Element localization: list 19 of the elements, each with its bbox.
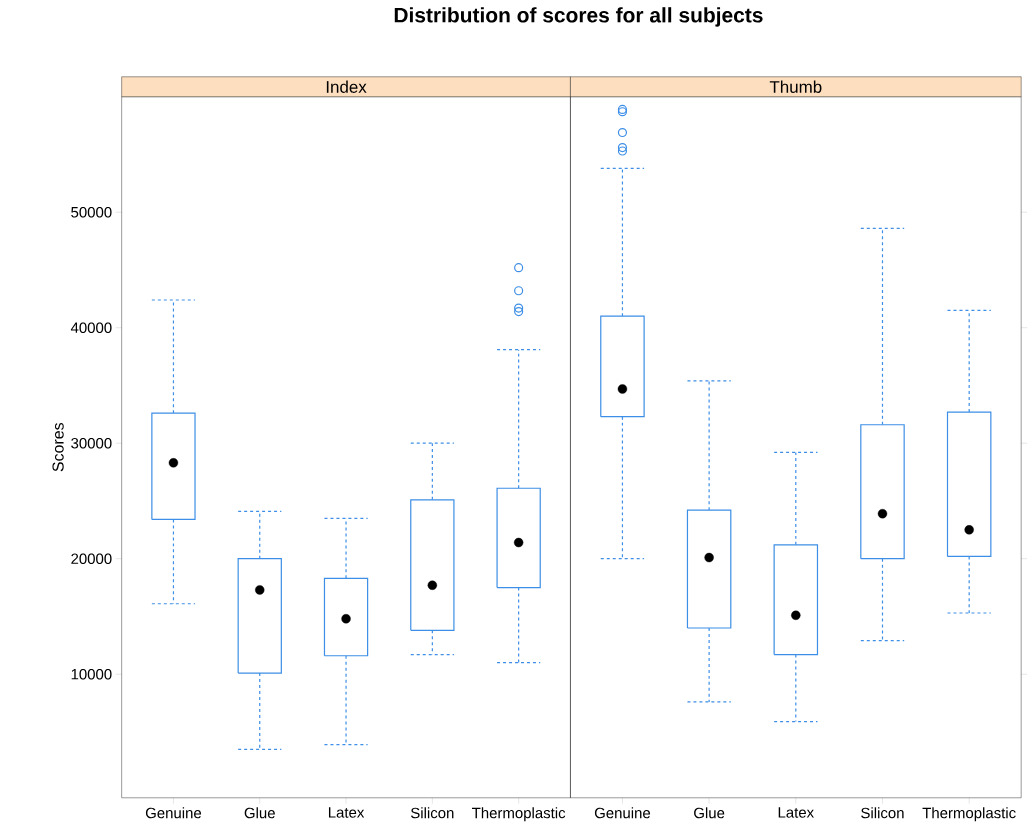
x-tick-label: Genuine	[145, 807, 202, 819]
y-tick-label: 20000	[71, 553, 112, 565]
x-tick-label: Latex	[778, 807, 814, 818]
x-tick-label: Glue	[244, 807, 275, 819]
chart-title: Distribution of scores for all subjects	[394, 7, 763, 27]
y-tick-label: 50000	[71, 207, 112, 218]
chart-subtitle: Index	[326, 80, 367, 94]
y-tick-label: 30000	[71, 438, 112, 449]
x-tick-label: Silicon	[861, 807, 904, 819]
x-tick-label: Genuine	[594, 807, 651, 819]
chart-subtitle: Thumb	[769, 80, 822, 94]
x-tick-label: Silicon	[410, 807, 454, 819]
y-axis-title: Scores	[52, 423, 64, 472]
x-tick-label: Thermoplastic	[472, 807, 566, 822]
x-tick-label: Glue	[694, 807, 725, 819]
x-tick-label: Thermoplastic	[922, 807, 1016, 822]
y-tick-label: 10000	[71, 669, 112, 680]
y-tick-label: 40000	[70, 322, 112, 334]
x-tick-label: Latex	[328, 807, 365, 818]
